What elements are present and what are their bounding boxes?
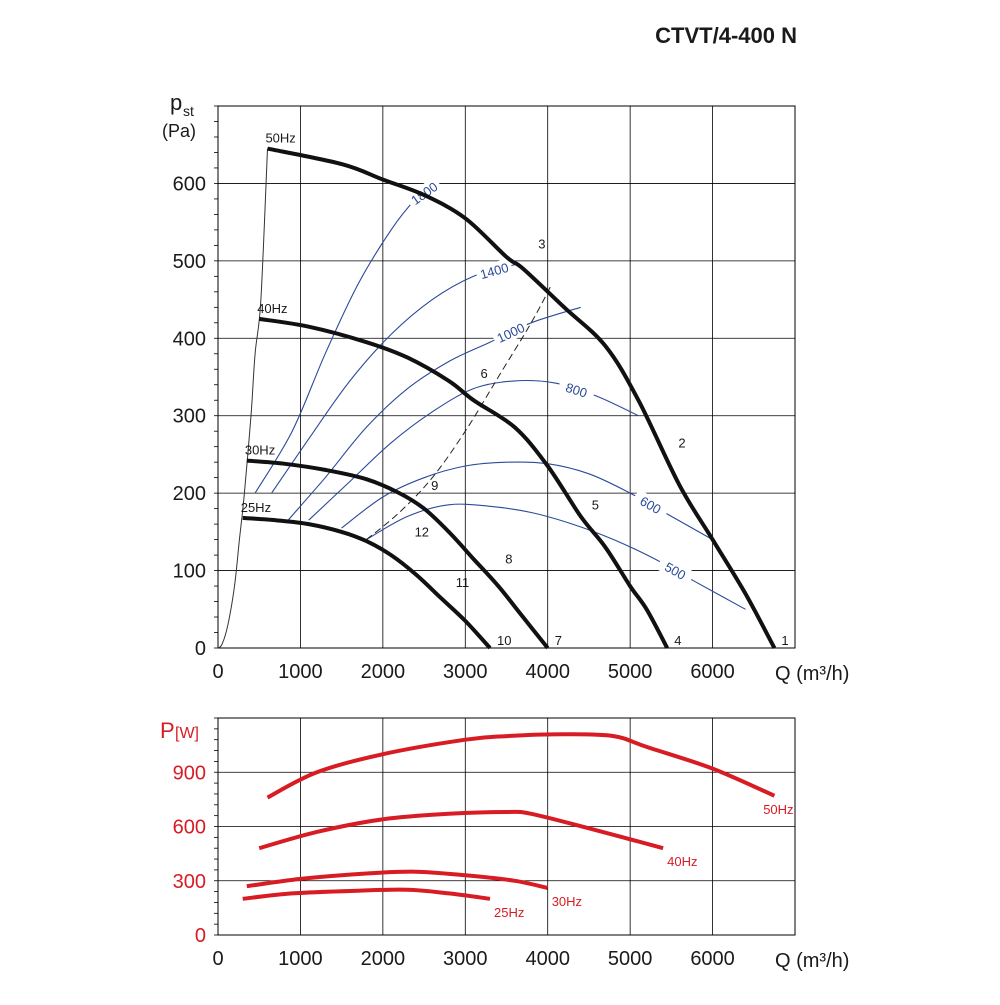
point-label-4: 4 bbox=[674, 633, 681, 648]
power-series-30Hz bbox=[246, 869, 549, 890]
y-tick-label: 900 bbox=[173, 762, 206, 784]
power-series-label-50Hz: 50Hz bbox=[763, 802, 793, 817]
series-label-25Hz: 25Hz bbox=[241, 500, 271, 515]
y-tick-label: 600 bbox=[173, 173, 206, 195]
x-tick-label: 4000 bbox=[525, 948, 570, 970]
x-tick-label: 6000 bbox=[690, 948, 735, 970]
power-chart: 0 1000 2000 3000 4000 5000 6000 0 300 600 900 Q (m³… bbox=[160, 717, 849, 972]
y-tick-label: 100 bbox=[173, 561, 206, 583]
x-tick-label: 0 bbox=[212, 948, 223, 970]
point-label-7: 7 bbox=[555, 633, 562, 648]
point-label-2: 2 bbox=[678, 436, 685, 451]
power-series-label-25Hz: 25Hz bbox=[494, 905, 524, 920]
series-50Hz bbox=[267, 146, 777, 649]
y-axis-label-sub: st bbox=[183, 103, 194, 119]
x-tick-label: 0 bbox=[212, 661, 223, 683]
iso-label-bg bbox=[490, 317, 531, 348]
x-tick-label: 3000 bbox=[443, 661, 488, 683]
iso-label-bg bbox=[474, 257, 514, 284]
power-series-label-30Hz: 30Hz bbox=[552, 894, 582, 909]
power-y-axis-label: P bbox=[160, 718, 175, 743]
point-label-5: 5 bbox=[592, 498, 599, 513]
y-tick-label: 600 bbox=[173, 817, 206, 839]
x-tick-label: 5000 bbox=[608, 661, 653, 683]
point-label-3: 3 bbox=[538, 237, 545, 252]
y-tick-label: 300 bbox=[173, 871, 206, 893]
chart-title: CTVT/4-400 N bbox=[655, 23, 797, 48]
x-tick-label: 4000 bbox=[525, 661, 570, 683]
x-tick-label: 2000 bbox=[361, 948, 406, 970]
system-curve bbox=[366, 283, 553, 540]
series-40Hz bbox=[258, 316, 669, 649]
iso-curve-1800 bbox=[254, 186, 433, 494]
point-label-10: 10 bbox=[497, 633, 511, 648]
point-label-11: 11 bbox=[456, 575, 470, 590]
iso-label-bg bbox=[556, 376, 597, 403]
point-label-6: 6 bbox=[481, 366, 488, 381]
x-tick-label: 1000 bbox=[278, 661, 323, 683]
point-label-1: 1 bbox=[781, 633, 788, 648]
start-curve bbox=[217, 148, 268, 649]
point-label-9: 9 bbox=[431, 478, 438, 493]
iso-curve-1400 bbox=[271, 264, 515, 494]
y-axis-unit: (Pa) bbox=[162, 121, 196, 141]
point-label-8: 8 bbox=[505, 552, 512, 567]
y-tick-label: 500 bbox=[173, 251, 206, 273]
y-axis-label: p bbox=[170, 90, 182, 115]
y-tick-label: 0 bbox=[195, 925, 206, 947]
x-tick-label: 2000 bbox=[361, 661, 406, 683]
x-tick-label: 5000 bbox=[608, 948, 653, 970]
plot-frame bbox=[217, 105, 796, 649]
power-series-50Hz bbox=[266, 732, 776, 800]
iso-label-bg bbox=[655, 554, 696, 587]
iso-label-1400: 1400 bbox=[478, 260, 510, 282]
series-label-40Hz: 40Hz bbox=[257, 301, 287, 316]
series-30Hz bbox=[246, 458, 550, 650]
x-tick-label: 1000 bbox=[278, 948, 323, 970]
power-series-40Hz bbox=[258, 809, 664, 851]
x-tick-label: 3000 bbox=[443, 948, 488, 970]
series-label-50Hz: 50Hz bbox=[265, 131, 295, 146]
pressure-chart: 0 1000 2000 3000 4000 5000 6000 0 100 200 300 400 50… bbox=[162, 90, 849, 685]
power-series-label-40Hz: 40Hz bbox=[667, 854, 697, 869]
y-tick-label: 200 bbox=[173, 483, 206, 505]
series-label-30Hz: 30Hz bbox=[245, 443, 275, 458]
iso-curve-500 bbox=[366, 503, 746, 610]
power-y-axis-unit: [W] bbox=[175, 725, 199, 742]
y-tick-label: 300 bbox=[173, 406, 206, 428]
iso-label-bg bbox=[631, 488, 671, 521]
iso-label-1000: 1000 bbox=[495, 320, 528, 346]
iso-label-800: 800 bbox=[564, 380, 589, 401]
x-tick-label: 6000 bbox=[690, 661, 735, 683]
y-tick-label: 0 bbox=[195, 638, 206, 660]
y-tick-label: 400 bbox=[173, 328, 206, 350]
x-axis-label: Q (m³/h) bbox=[775, 663, 849, 685]
x-axis-label: Q (m³/h) bbox=[775, 950, 849, 972]
power-series-25Hz bbox=[242, 887, 491, 901]
point-label-12: 12 bbox=[415, 525, 429, 540]
series-25Hz bbox=[242, 515, 492, 650]
